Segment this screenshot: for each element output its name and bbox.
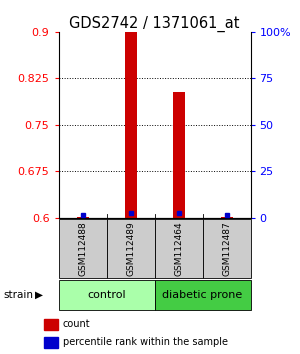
- Title: GDS2742 / 1371061_at: GDS2742 / 1371061_at: [69, 16, 240, 32]
- Bar: [106, 219, 154, 278]
- Text: percentile rank within the sample: percentile rank within the sample: [63, 337, 228, 347]
- Bar: [172, 92, 184, 218]
- Text: GSM112487: GSM112487: [222, 221, 231, 276]
- Text: GSM112489: GSM112489: [126, 221, 135, 276]
- Text: control: control: [87, 290, 126, 300]
- Bar: [58, 219, 106, 278]
- Text: GSM112488: GSM112488: [78, 221, 87, 276]
- Bar: [44, 319, 58, 330]
- Bar: [154, 280, 250, 310]
- Text: GSM112464: GSM112464: [174, 221, 183, 276]
- Text: strain: strain: [3, 290, 33, 300]
- Bar: [58, 280, 154, 310]
- Bar: [202, 219, 250, 278]
- Bar: [76, 217, 88, 218]
- Text: count: count: [63, 319, 90, 329]
- Bar: [44, 337, 58, 348]
- Bar: [124, 32, 136, 218]
- Text: diabetic prone: diabetic prone: [162, 290, 243, 300]
- Bar: [154, 219, 202, 278]
- Text: ▶: ▶: [34, 290, 43, 300]
- Bar: [220, 217, 232, 218]
